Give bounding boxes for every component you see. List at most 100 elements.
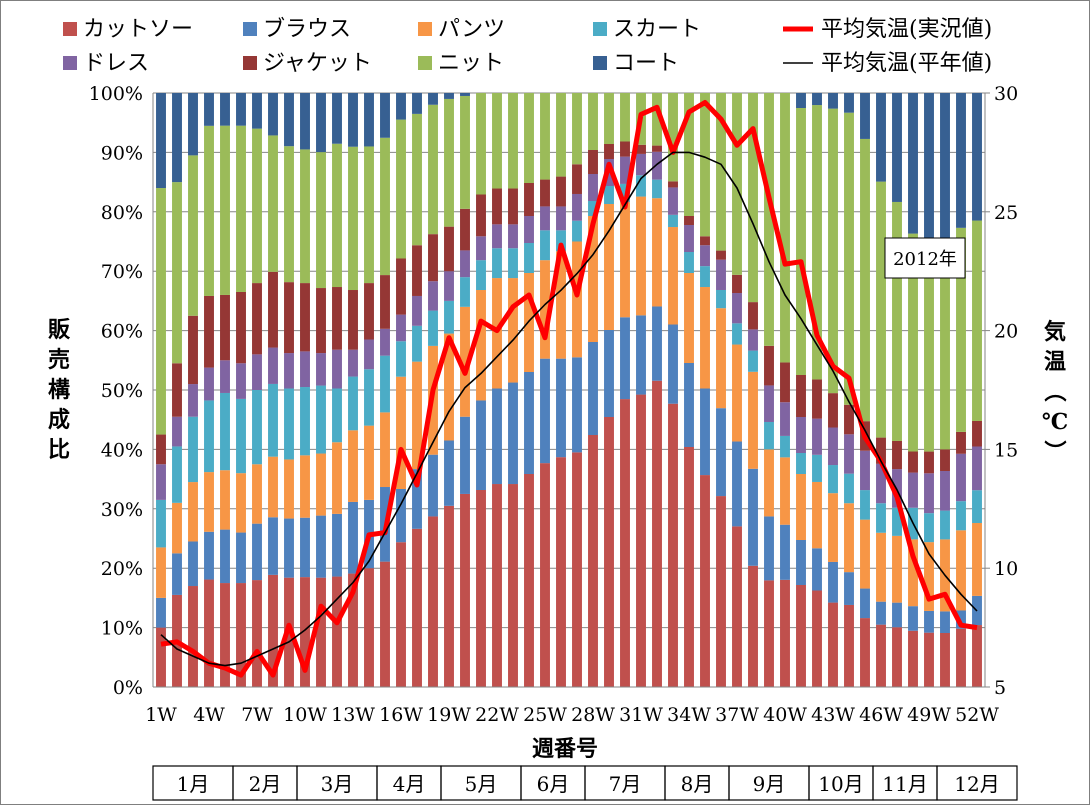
bar-segment xyxy=(764,421,774,450)
x-tick-label: 19W xyxy=(427,704,471,726)
bar-segment xyxy=(492,93,502,189)
month-label: 1月 xyxy=(177,772,210,796)
bar-segment xyxy=(876,181,886,438)
y-tick-label-left: 10% xyxy=(101,618,143,640)
bar-segment xyxy=(316,93,326,153)
y-tick-label-right: 20 xyxy=(994,321,1018,343)
bar-segment xyxy=(860,450,870,491)
bar-segment xyxy=(940,449,950,471)
bar-segment xyxy=(956,628,966,687)
bar-segment xyxy=(636,175,646,197)
bar-segment xyxy=(940,471,950,511)
bar-segment xyxy=(492,188,502,225)
bar-segment xyxy=(700,245,710,267)
legend-swatch xyxy=(593,56,607,70)
bar-segment xyxy=(332,287,342,350)
bar-segment xyxy=(332,93,342,144)
bar-segment xyxy=(284,518,294,578)
bar-segment xyxy=(540,206,550,231)
x-tick-label: 52W xyxy=(955,704,999,726)
bar-segment xyxy=(348,573,358,687)
bar-segment xyxy=(444,93,454,99)
bar-segment xyxy=(812,454,822,482)
y-tick-label-left: 100% xyxy=(89,83,143,105)
bar-segment xyxy=(700,236,710,246)
bar-segment xyxy=(636,394,646,687)
bar-segment xyxy=(460,277,470,307)
bar-segment xyxy=(412,469,422,529)
axes xyxy=(152,93,986,688)
bar-segment xyxy=(444,226,454,272)
bar-segment xyxy=(620,156,630,184)
legend-label: 平均気温(実況値) xyxy=(821,17,992,42)
bar-segment xyxy=(796,375,806,417)
bar-segment xyxy=(428,454,438,517)
bar-segment xyxy=(556,230,566,252)
bar-segment xyxy=(236,125,246,292)
bar-segment xyxy=(652,198,662,307)
bar-segment xyxy=(892,507,902,536)
legend-swatch xyxy=(418,22,432,36)
bar-segment xyxy=(380,275,390,329)
bar-segment xyxy=(604,186,614,204)
x-tick-label: 46W xyxy=(859,704,903,726)
x-tick-label: 40W xyxy=(763,704,807,726)
bar-segment xyxy=(780,435,790,458)
bar-segment xyxy=(716,250,726,260)
bar-segment xyxy=(332,513,342,577)
bar-segment xyxy=(876,624,886,687)
month-label: 3月 xyxy=(321,772,354,796)
bar-segment xyxy=(636,196,646,316)
bar-segment xyxy=(956,93,966,228)
y-tick-label-right: 10 xyxy=(994,558,1018,580)
bar-segment xyxy=(316,385,326,454)
bar-segment xyxy=(364,425,374,500)
y-tick-label-left: 70% xyxy=(101,261,143,283)
bar-segment xyxy=(284,459,294,519)
bar-segment xyxy=(188,315,198,385)
legend-swatch xyxy=(63,22,77,36)
x-tick-label: 16W xyxy=(379,704,423,726)
bar-segment xyxy=(380,137,390,276)
bar-segment xyxy=(300,455,310,518)
bar-segment xyxy=(460,95,470,209)
bar-segment xyxy=(556,457,566,687)
y-tick-label-left: 20% xyxy=(101,558,143,580)
bar-segment xyxy=(844,572,854,605)
bar-segment xyxy=(316,577,326,687)
bar-segment xyxy=(652,93,662,146)
y-tick-label-left: 40% xyxy=(101,439,143,461)
bar-segment xyxy=(508,382,518,485)
legend-label: パンツ xyxy=(438,17,505,42)
bar-segment xyxy=(316,152,326,289)
bar-segment xyxy=(716,408,726,497)
bar-segment xyxy=(860,588,870,619)
bar-segment xyxy=(828,561,838,603)
bar-segment xyxy=(860,618,870,687)
bar-segment xyxy=(492,388,502,485)
bar-segment xyxy=(220,392,230,471)
bar-segment xyxy=(588,174,598,201)
left-axis-ticks: 0% 10% 20% 30% 40% 50% 60% 70% 80% 90% 100% xyxy=(89,83,143,699)
bar-segment xyxy=(892,440,902,470)
bar-segment xyxy=(508,278,518,383)
bar-segment xyxy=(220,583,230,687)
bar-segment xyxy=(764,385,774,422)
bar-segment xyxy=(764,345,774,386)
bar-segment xyxy=(652,306,662,381)
y-axis-title-right-char: （ xyxy=(1041,380,1067,402)
bar-segment xyxy=(604,93,614,144)
bar-segment xyxy=(636,144,646,154)
bar-segment xyxy=(252,128,262,284)
bar-segment xyxy=(204,93,214,126)
bar-segment xyxy=(780,362,790,403)
bar-segment xyxy=(268,574,278,687)
bar-segment xyxy=(268,93,278,136)
bar-segment xyxy=(972,625,982,687)
bar-segment xyxy=(300,577,310,687)
bar-segment xyxy=(428,104,438,235)
bar-segment xyxy=(924,473,934,514)
month-label: 10月 xyxy=(818,772,863,796)
bar-segment xyxy=(476,400,486,490)
